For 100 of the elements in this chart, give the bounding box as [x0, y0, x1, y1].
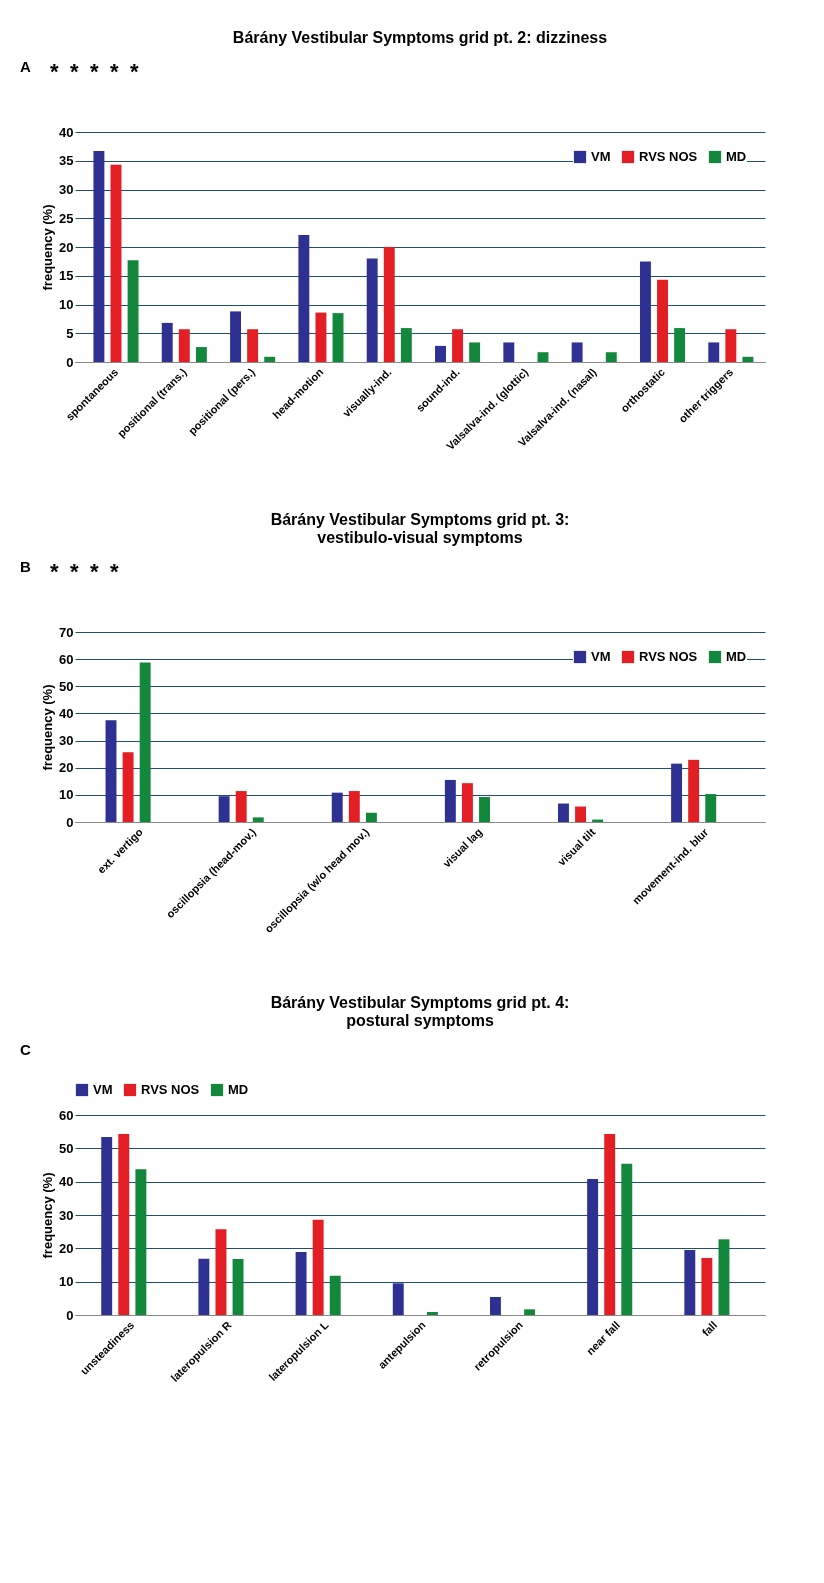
bar	[198, 1258, 210, 1315]
y-tick-label: 60	[59, 1107, 74, 1123]
bar	[295, 1252, 307, 1315]
text: C	[20, 1041, 31, 1058]
bar	[331, 792, 343, 822]
bar	[558, 803, 569, 822]
bar	[479, 797, 490, 822]
bar	[435, 345, 446, 362]
bar	[312, 1219, 324, 1315]
legend-label: VM	[591, 649, 611, 664]
bar	[605, 352, 617, 362]
bar	[365, 812, 377, 822]
bar	[127, 260, 139, 362]
bar	[392, 1283, 404, 1315]
legend-label: MD	[228, 1082, 249, 1097]
y-tick-label: 10	[59, 1274, 74, 1290]
bar	[135, 1169, 147, 1315]
legend-label: VM	[93, 1082, 113, 1097]
legend-label: RVS NOS	[141, 1082, 200, 1097]
text: B	[20, 558, 31, 575]
y-tick-label: 30	[59, 733, 74, 749]
bar	[705, 794, 717, 822]
y-axis-title: frequency (%)	[40, 1172, 56, 1259]
text: A	[20, 58, 31, 75]
bar	[315, 312, 327, 362]
bar	[639, 261, 651, 362]
bar	[452, 329, 464, 362]
bar	[604, 1134, 616, 1315]
chart-title: Bárány Vestibular Symptoms grid pt. 3: vestibulo-visual symptoms	[270, 511, 570, 546]
bar	[195, 347, 207, 362]
y-tick-label: 10	[59, 297, 74, 312]
bar	[122, 752, 134, 822]
bar	[161, 322, 173, 362]
y-tick-label: 5	[66, 325, 74, 341]
y-axis-title: frequency (%)	[40, 684, 56, 771]
bar	[93, 150, 105, 362]
y-tick-label: 20	[59, 1240, 74, 1256]
text: *	[110, 559, 119, 584]
bar	[684, 1250, 696, 1315]
y-tick-label: 0	[66, 354, 74, 370]
bar	[332, 313, 344, 362]
bar	[215, 1229, 227, 1315]
bar	[348, 791, 360, 822]
bar	[139, 662, 151, 822]
y-tick-label: 0	[66, 814, 74, 830]
text: *	[90, 559, 99, 584]
text: *	[70, 559, 79, 584]
bar	[110, 164, 122, 362]
bar	[503, 342, 515, 362]
bar	[105, 720, 117, 822]
chart-title: Bárány Vestibular Symptoms grid pt. 4: postural symptoms	[270, 994, 570, 1029]
bar	[688, 759, 700, 822]
bar	[524, 1309, 536, 1315]
bar	[264, 356, 276, 362]
bar	[383, 247, 395, 362]
text: *	[70, 59, 79, 84]
bar	[742, 356, 754, 362]
bar	[725, 329, 737, 362]
legend-label: VM	[591, 149, 611, 164]
bar	[657, 279, 668, 362]
bar	[587, 1179, 599, 1315]
legend-label: MD	[726, 149, 747, 164]
y-tick-label: 35	[59, 153, 74, 169]
y-tick-label: 30	[59, 1207, 74, 1223]
bar	[400, 328, 412, 362]
y-tick-label: 40	[59, 124, 74, 140]
y-tick-label: 50	[59, 1140, 74, 1156]
bar	[235, 791, 247, 822]
y-tick-label: 20	[59, 760, 74, 776]
bar	[247, 329, 259, 362]
y-tick-label: 40	[59, 1174, 74, 1190]
text: *	[130, 59, 139, 84]
y-tick-label: 40	[59, 705, 74, 721]
bar	[118, 1134, 130, 1315]
bar	[489, 1297, 501, 1315]
bar	[101, 1137, 113, 1315]
bar	[701, 1258, 713, 1315]
legend-label: RVS NOS	[639, 649, 698, 664]
y-tick-label: 10	[59, 787, 74, 803]
chart-title: Bárány Vestibular Symptoms grid pt. 2: dizziness	[232, 29, 608, 46]
y-tick-label: 70	[59, 624, 74, 640]
legend-label: RVS NOS	[639, 149, 698, 164]
y-tick-label: 0	[66, 1307, 74, 1323]
bar	[366, 258, 378, 362]
y-tick-label: 50	[59, 678, 74, 694]
text: *	[110, 59, 119, 84]
text: *	[50, 59, 59, 84]
bar	[674, 328, 686, 362]
bar	[252, 817, 264, 822]
bar	[444, 779, 456, 822]
bar	[329, 1275, 341, 1315]
bar	[718, 1239, 730, 1315]
bar	[298, 234, 310, 362]
legend-label: MD	[726, 649, 747, 664]
x-tick-label: fall	[699, 1318, 720, 1339]
text: *	[90, 59, 99, 84]
bar	[537, 352, 549, 362]
bar	[426, 1312, 438, 1315]
y-tick-label: 25	[59, 210, 74, 226]
bar	[621, 1163, 633, 1315]
